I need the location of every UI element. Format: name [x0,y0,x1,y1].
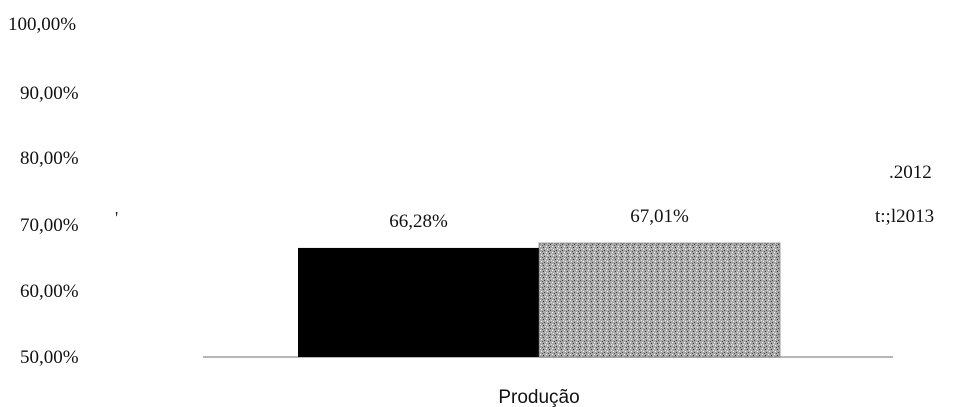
legend-item-2013: t:;l2013 [875,206,934,227]
bar-2012 [298,247,539,357]
y-tick-label: 90,00% [20,83,79,104]
y-tick-label: 70,00% [20,215,79,236]
data-label: 67,01% [630,206,689,227]
y-tick-label: 50,00% [20,347,79,368]
legend-item-2012: .2012 [889,162,932,183]
y-axis-tick-labels: 100,00% 90,00% 80,00% 70,00% 60,00% 50,00% [8,14,79,368]
bars-group [298,242,781,358]
data-label: 66,28% [389,211,448,232]
stray-mark: ' [115,208,118,228]
legend: .2012 t:;l2013 [875,162,934,227]
data-labels-group: 66,28% 67,01% [389,206,689,232]
y-tick-label: 100,00% [8,14,76,35]
y-tick-label: 60,00% [20,281,79,302]
y-tick-label: 80,00% [20,148,79,169]
category-label: Produção [498,387,579,407]
bar-2013 [538,242,781,358]
